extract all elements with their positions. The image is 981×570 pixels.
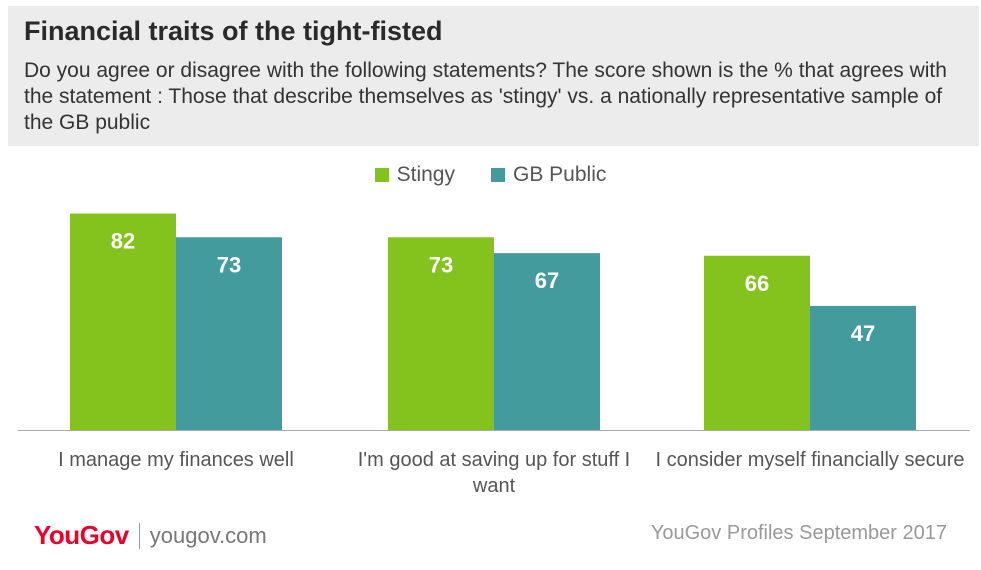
bar-gb-public-1 (494, 253, 600, 430)
bar-stingy-2 (704, 255, 810, 430)
legend-label-stingy: Stingy (396, 163, 455, 186)
legend-item-stingy: Stingy (374, 163, 455, 187)
bar-stingy-0 (70, 213, 176, 430)
data-label-stingy-0: 82 (111, 229, 135, 254)
data-label-gb-public-2: 47 (851, 321, 875, 346)
bar-stingy-1 (388, 237, 494, 430)
footer-site: yougov.com (149, 522, 267, 548)
data-label-gb-public-1: 67 (535, 268, 559, 293)
chart-title: Financial traits of the tight-fisted (24, 16, 443, 46)
header-panel: Financial traits of the tight-fisted Do … (8, 6, 979, 146)
footer-logo: YouGov yougov.com (34, 520, 267, 551)
bar-gb-public-2 (810, 305, 916, 430)
chart-subtitle: Do you agree or disagree with the follow… (24, 59, 947, 134)
legend-item-gb-public: GB Public (491, 163, 606, 187)
legend-swatch-gb-public (491, 168, 505, 182)
legend-label-gb-public: GB Public (513, 163, 607, 186)
data-label-stingy-1: 73 (429, 252, 453, 277)
bar-gb-public-0 (176, 237, 282, 430)
data-label-stingy-2: 66 (745, 271, 769, 296)
footer-divider (138, 522, 140, 549)
footer-source: YouGov Profiles September 2017 (650, 522, 947, 544)
legend-swatch-stingy (374, 168, 389, 182)
chart-legend: Stingy GB Public (0, 160, 981, 190)
x-tick-label-0: I manage my finances well (58, 449, 294, 471)
yougov-logo: YouGov (34, 520, 129, 550)
data-label-gb-public-0: 73 (217, 252, 241, 277)
x-tick-label-2: I consider myself financially secure (655, 449, 964, 471)
